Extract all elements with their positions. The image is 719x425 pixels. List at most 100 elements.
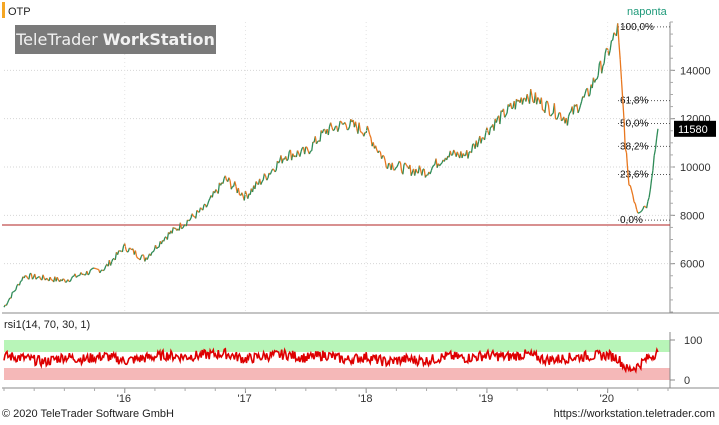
- price-segment: [229, 180, 232, 190]
- price-segment: [281, 158, 284, 164]
- price-segment: [30, 273, 34, 280]
- copyright-text: © 2020 TeleTrader Software GmbH: [2, 408, 174, 420]
- price-segment: [579, 101, 583, 106]
- price-segment: [189, 217, 192, 221]
- price-segment: [580, 96, 584, 102]
- price-segment: [179, 222, 183, 229]
- price-segment: [405, 164, 409, 167]
- price-segment: [451, 154, 453, 156]
- price-segment: [649, 178, 653, 190]
- price-tick-label: 6000: [680, 259, 704, 271]
- price-segment: [224, 175, 228, 181]
- price-segment: [67, 279, 70, 282]
- price-segment: [627, 170, 630, 186]
- price-segment: [140, 254, 144, 257]
- price-segment: [462, 153, 466, 157]
- price-segment: [111, 258, 114, 263]
- price-segment: [136, 256, 139, 259]
- x-tick-label: '18: [358, 393, 372, 405]
- price-segment: [80, 272, 83, 275]
- price-segment: [550, 113, 553, 117]
- price-segment: [386, 163, 390, 169]
- price-segment: [625, 152, 629, 172]
- price-segment: [470, 144, 474, 153]
- price-segment: [15, 285, 18, 290]
- price-segment: [261, 179, 264, 183]
- price-segment: [639, 210, 643, 213]
- price-segment: [606, 47, 608, 50]
- rsi-tick-label: 100: [684, 335, 702, 347]
- price-segment: [243, 191, 247, 201]
- price-segment: [88, 269, 92, 274]
- price-segment: [499, 110, 502, 125]
- price-segment: [130, 248, 133, 251]
- price-segment: [200, 207, 203, 210]
- price-segment: [244, 190, 248, 195]
- fibonacci-retracement: 100,0% 61,8% 50,0% 38,2% 23,6% 0,0%: [618, 22, 670, 226]
- price-segment: [296, 150, 300, 154]
- price-segment: [75, 275, 78, 278]
- price-segment: [402, 164, 405, 175]
- price-segment: [247, 193, 250, 199]
- price-segment: [338, 120, 341, 128]
- price-segment: [423, 168, 427, 178]
- x-tick-label: '16: [117, 393, 131, 405]
- price-segment: [278, 160, 281, 164]
- price-segment: [648, 188, 652, 198]
- price-segment: [65, 280, 68, 283]
- price-segment: [124, 243, 127, 250]
- price-segment: [551, 112, 554, 115]
- price-segment: [187, 219, 189, 222]
- price-segment: [308, 150, 312, 155]
- price-segment: [211, 191, 215, 198]
- price-segment: [103, 265, 107, 270]
- price-segment: [521, 98, 525, 105]
- price-segment: [651, 170, 654, 179]
- price-segment: [222, 178, 225, 184]
- source-url[interactable]: https://workstation.teletrader.com: [553, 408, 715, 420]
- price-segment: [311, 141, 314, 151]
- price-segment: [195, 210, 198, 219]
- price-segment: [272, 168, 275, 171]
- price-segment: [629, 185, 633, 191]
- price-segment: [172, 226, 175, 229]
- price-segment: [241, 192, 244, 197]
- price-segment: [142, 254, 144, 256]
- price-segment: [70, 276, 74, 279]
- price-segment: [114, 252, 118, 260]
- price-segment: [624, 148, 628, 153]
- logo-text-regular: TeleTrader: [16, 30, 103, 49]
- price-segment: [456, 151, 460, 156]
- fib-level-label: 61,8%: [620, 96, 648, 107]
- price-segment: [16, 283, 19, 286]
- price-segment: [647, 197, 650, 202]
- price-segment: [339, 120, 342, 123]
- price-segment: [163, 237, 166, 242]
- price-segment: [287, 151, 290, 160]
- price-segment: [38, 276, 42, 280]
- price-segment: [99, 270, 102, 274]
- price-segment: [578, 105, 582, 110]
- price-segment: [275, 160, 279, 171]
- price-segment: [619, 59, 623, 80]
- price-segment: [395, 166, 398, 169]
- price-segment: [25, 274, 27, 277]
- price-segment: [431, 165, 435, 168]
- price-segment: [62, 278, 65, 281]
- price-segment: [359, 130, 362, 133]
- price-segment: [589, 84, 592, 95]
- price-segment: [612, 32, 615, 41]
- price-segment: [208, 198, 211, 202]
- fib-level-label: 50,0%: [620, 119, 648, 130]
- price-segment: [20, 280, 23, 282]
- price-segment: [549, 114, 552, 117]
- price-segment: [504, 114, 507, 118]
- price-segment: [645, 201, 649, 209]
- price-segment: [602, 63, 605, 67]
- price-segment: [166, 232, 170, 240]
- price-segment: [109, 261, 113, 266]
- price-segment: [18, 281, 22, 286]
- price-segment: [314, 136, 318, 144]
- price-segment: [555, 118, 558, 121]
- price-segment: [191, 213, 194, 217]
